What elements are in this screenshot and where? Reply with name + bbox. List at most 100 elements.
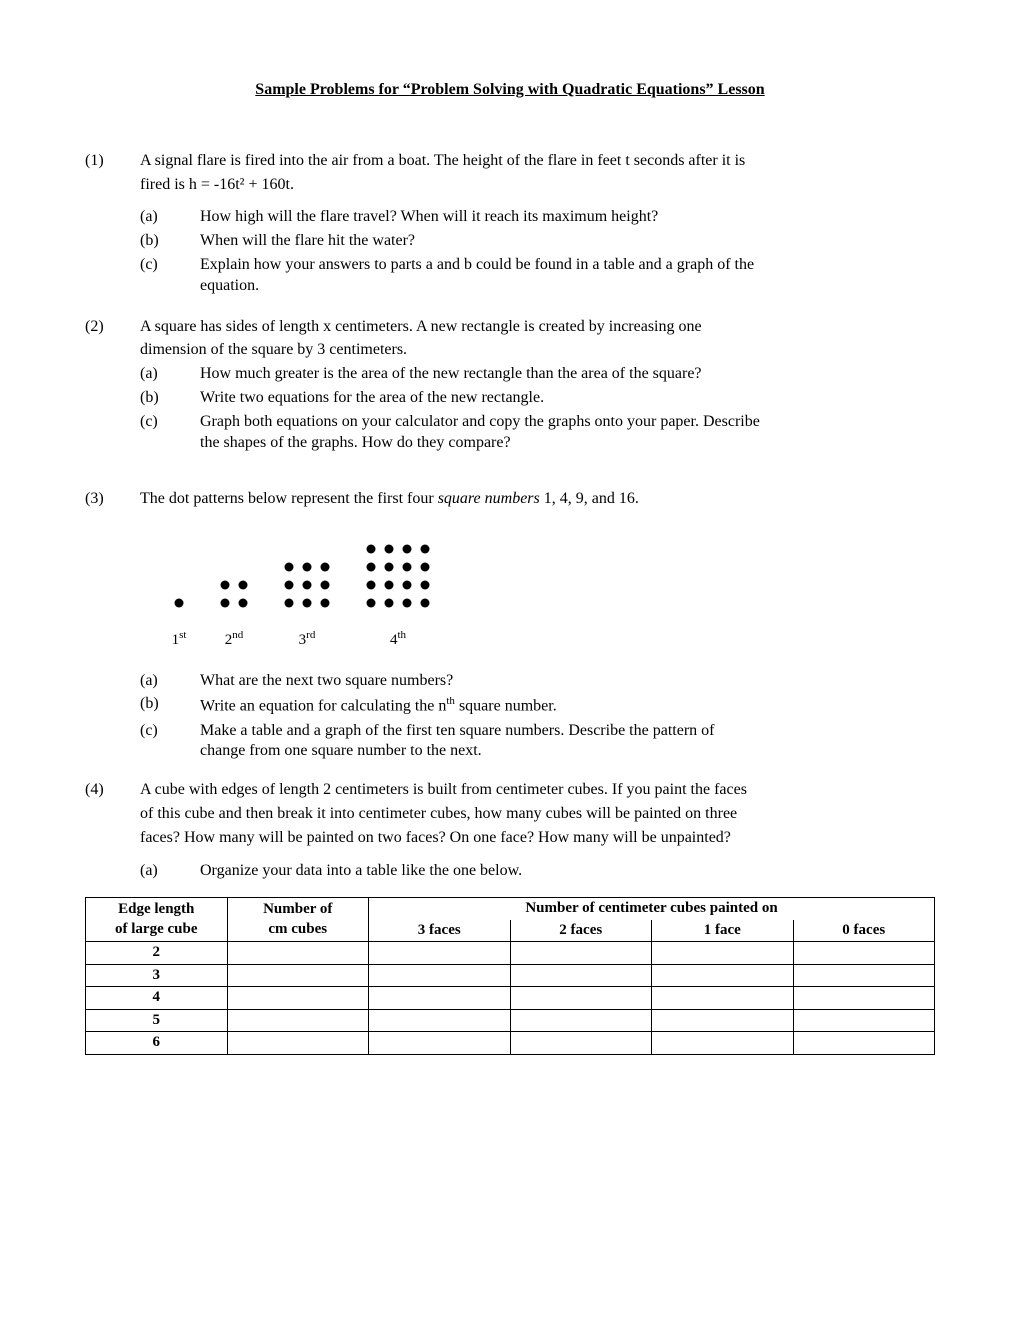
dots-4 [362, 540, 434, 612]
sub-1b-lbl: (b) [140, 231, 200, 252]
table-row: 5 [86, 1009, 935, 1032]
th-cm: Number of cm cubes [227, 898, 369, 942]
cell-empty [369, 1009, 511, 1032]
dot-label-2: 2nd [216, 628, 252, 651]
sub-1c-text2: equation. [200, 276, 935, 297]
cell-empty [652, 987, 794, 1010]
cell-empty [227, 964, 369, 987]
cell-empty [227, 1032, 369, 1055]
cell-edge: 2 [86, 942, 228, 965]
sub-4a-text: Organize your data into a table like the… [200, 861, 935, 882]
problem-3-intro-italic: square numbers [438, 490, 540, 507]
dot-labels: 1st 2nd 3rd 4th [170, 628, 935, 651]
sub-2b-text: Write two equations for the area of the … [200, 388, 935, 409]
sub-2c-lbl: (c) [140, 412, 200, 454]
sub-2c: (c) Graph both equations on your calcula… [140, 412, 935, 454]
cell-empty [369, 964, 511, 987]
problem-1: (1) A signal flare is fired into the air… [85, 151, 935, 297]
dots-3 [280, 558, 334, 612]
cube-table: Edge length of large cube Number of cm c… [85, 897, 935, 1055]
cell-empty [652, 942, 794, 965]
cell-empty [793, 987, 935, 1010]
cell-empty [652, 964, 794, 987]
problem-3-num: (3) [85, 489, 140, 762]
sub-3b-lbl: (b) [140, 694, 200, 717]
sub-3a: (a) What are the next two square numbers… [140, 671, 935, 692]
problem-3-intro-pre: The dot patterns below represent the fir… [140, 490, 438, 507]
cell-empty [793, 1032, 935, 1055]
problem-4-intro-2: of this cube and then break it into cent… [140, 804, 935, 825]
sub-2c-text2: the shapes of the graphs. How do they co… [200, 433, 935, 454]
problem-2-num: (2) [85, 317, 140, 454]
cell-edge: 3 [86, 964, 228, 987]
table-row: 3 [86, 964, 935, 987]
problem-2: (2) A square has sides of length x centi… [85, 317, 935, 454]
cell-empty [793, 942, 935, 965]
sub-3a-text: What are the next two square numbers? [200, 671, 935, 692]
cell-empty [369, 1032, 511, 1055]
sub-3b-text: Write an equation for calculating the nt… [200, 694, 935, 717]
sub-2c-text1: Graph both equations on your calculator … [200, 412, 935, 433]
problem-3: (3) The dot patterns below represent the… [85, 489, 935, 762]
th-edge: Edge length of large cube [86, 898, 228, 942]
problem-2-intro-2: dimension of the square by 3 centimeters… [140, 340, 935, 361]
sub-1b: (b) When will the flare hit the water? [140, 231, 935, 252]
problem-4: (4) A cube with edges of length 2 centim… [85, 780, 935, 881]
problem-1-intro-1: A signal flare is fired into the air fro… [140, 151, 935, 172]
problem-2-intro-1: A square has sides of length x centimete… [140, 317, 935, 338]
table-row: 6 [86, 1032, 935, 1055]
sub-4a-lbl: (a) [140, 861, 200, 882]
sub-2a-lbl: (a) [140, 364, 200, 385]
sub-1a-text: How high will the flare travel? When wil… [200, 207, 935, 228]
sub-3c-text1: Make a table and a graph of the first te… [200, 721, 935, 742]
page-title: Sample Problems for “Problem Solving wit… [85, 80, 935, 101]
sub-1c-text1: Explain how your answers to parts a and … [200, 255, 935, 276]
sub-3a-lbl: (a) [140, 671, 200, 692]
cell-empty [369, 942, 511, 965]
problem-1-intro-2: fired is h = -16t² + 160t. [140, 175, 935, 196]
th-2f: 2 faces [510, 920, 652, 942]
cell-empty [652, 1032, 794, 1055]
th-1f: 1 face [652, 920, 794, 942]
cell-edge: 5 [86, 1009, 228, 1032]
dots-2 [216, 576, 252, 612]
cell-empty [510, 1009, 652, 1032]
th-span: Number of centimeter cubes painted on [369, 898, 935, 920]
sub-2a: (a) How much greater is the area of the … [140, 364, 935, 385]
cell-edge: 4 [86, 987, 228, 1010]
sub-3c-lbl: (c) [140, 721, 200, 763]
sub-2b-lbl: (b) [140, 388, 200, 409]
cell-empty [510, 1032, 652, 1055]
problem-4-num: (4) [85, 780, 140, 881]
cell-empty [227, 987, 369, 1010]
table-row: 2 [86, 942, 935, 965]
dot-label-3: 3rd [280, 628, 334, 651]
problem-1-num: (1) [85, 151, 140, 297]
cell-empty [510, 964, 652, 987]
dot-patterns: 1st 2nd 3rd 4th [170, 540, 935, 651]
sub-1c-lbl: (c) [140, 255, 200, 297]
cell-empty [510, 987, 652, 1010]
cell-empty [227, 1009, 369, 1032]
sub-1b-text: When will the flare hit the water? [200, 231, 935, 252]
cell-empty [793, 964, 935, 987]
problem-3-intro-post: 1, 4, 9, and 16. [540, 490, 639, 507]
dot-label-1: 1st [170, 628, 188, 651]
sub-3c: (c) Make a table and a graph of the firs… [140, 721, 935, 763]
sub-1a: (a) How high will the flare travel? When… [140, 207, 935, 228]
dot-label-4: 4th [362, 628, 434, 651]
sub-1a-lbl: (a) [140, 207, 200, 228]
sub-2a-text: How much greater is the area of the new … [200, 364, 935, 385]
cell-empty [652, 1009, 794, 1032]
th-0f: 0 faces [793, 920, 935, 942]
sub-4a: (a) Organize your data into a table like… [140, 861, 935, 882]
problem-3-intro: The dot patterns below represent the fir… [140, 489, 935, 510]
cell-empty [369, 987, 511, 1010]
cell-empty [227, 942, 369, 965]
sub-3b: (b) Write an equation for calculating th… [140, 694, 935, 717]
problem-4-intro-3: faces? How many will be painted on two f… [140, 828, 935, 849]
dots-1 [170, 594, 188, 612]
sub-2b: (b) Write two equations for the area of … [140, 388, 935, 409]
th-3f: 3 faces [369, 920, 511, 942]
cell-empty [510, 942, 652, 965]
